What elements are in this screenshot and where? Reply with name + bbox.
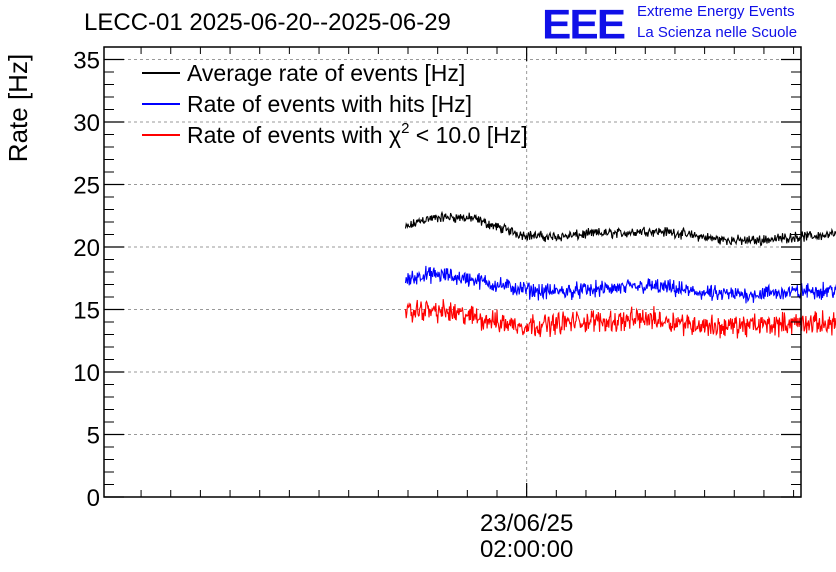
legend-label-2: Rate of events with χ2 < 10.0 [Hz] [187,120,528,148]
y-tick-label: 30 [73,110,100,137]
legend-label-1: Rate of events with hits [Hz] [187,91,472,117]
series-line-0 [404,210,836,247]
legend: Average rate of events [Hz] Rate of event… [142,60,528,148]
y-tick-label: 25 [73,173,100,200]
grid-lines [104,47,801,497]
y-tick-label: 35 [73,48,100,75]
x-tick-label-date: 23/06/25 [480,510,573,537]
y-tick-label: 5 [87,423,100,450]
series-layer [404,210,836,339]
y-tick-label: 10 [73,360,100,387]
axis-ticks [104,46,801,498]
series-line-1 [404,265,836,304]
logo-line-1: Extreme Energy Events [637,3,795,20]
y-tick-label: 20 [73,235,100,262]
y-tick-label: 0 [87,485,100,512]
series-line-2 [404,299,836,339]
chart-title: LECC-01 2025-06-20--2025-06-29 [84,9,451,36]
y-axis-label: Rate [Hz] [3,54,33,162]
x-tick-label-time: 02:00:00 [480,536,573,563]
logo-line-2: La Scienza nelle Scuole [637,24,798,41]
eee-logo: EEE [542,1,626,48]
legend-label-0: Average rate of events [Hz] [187,60,465,86]
y-tick-labels: 0 5 10 15 20 25 30 35 [73,48,100,513]
y-tick-label: 15 [73,298,100,325]
